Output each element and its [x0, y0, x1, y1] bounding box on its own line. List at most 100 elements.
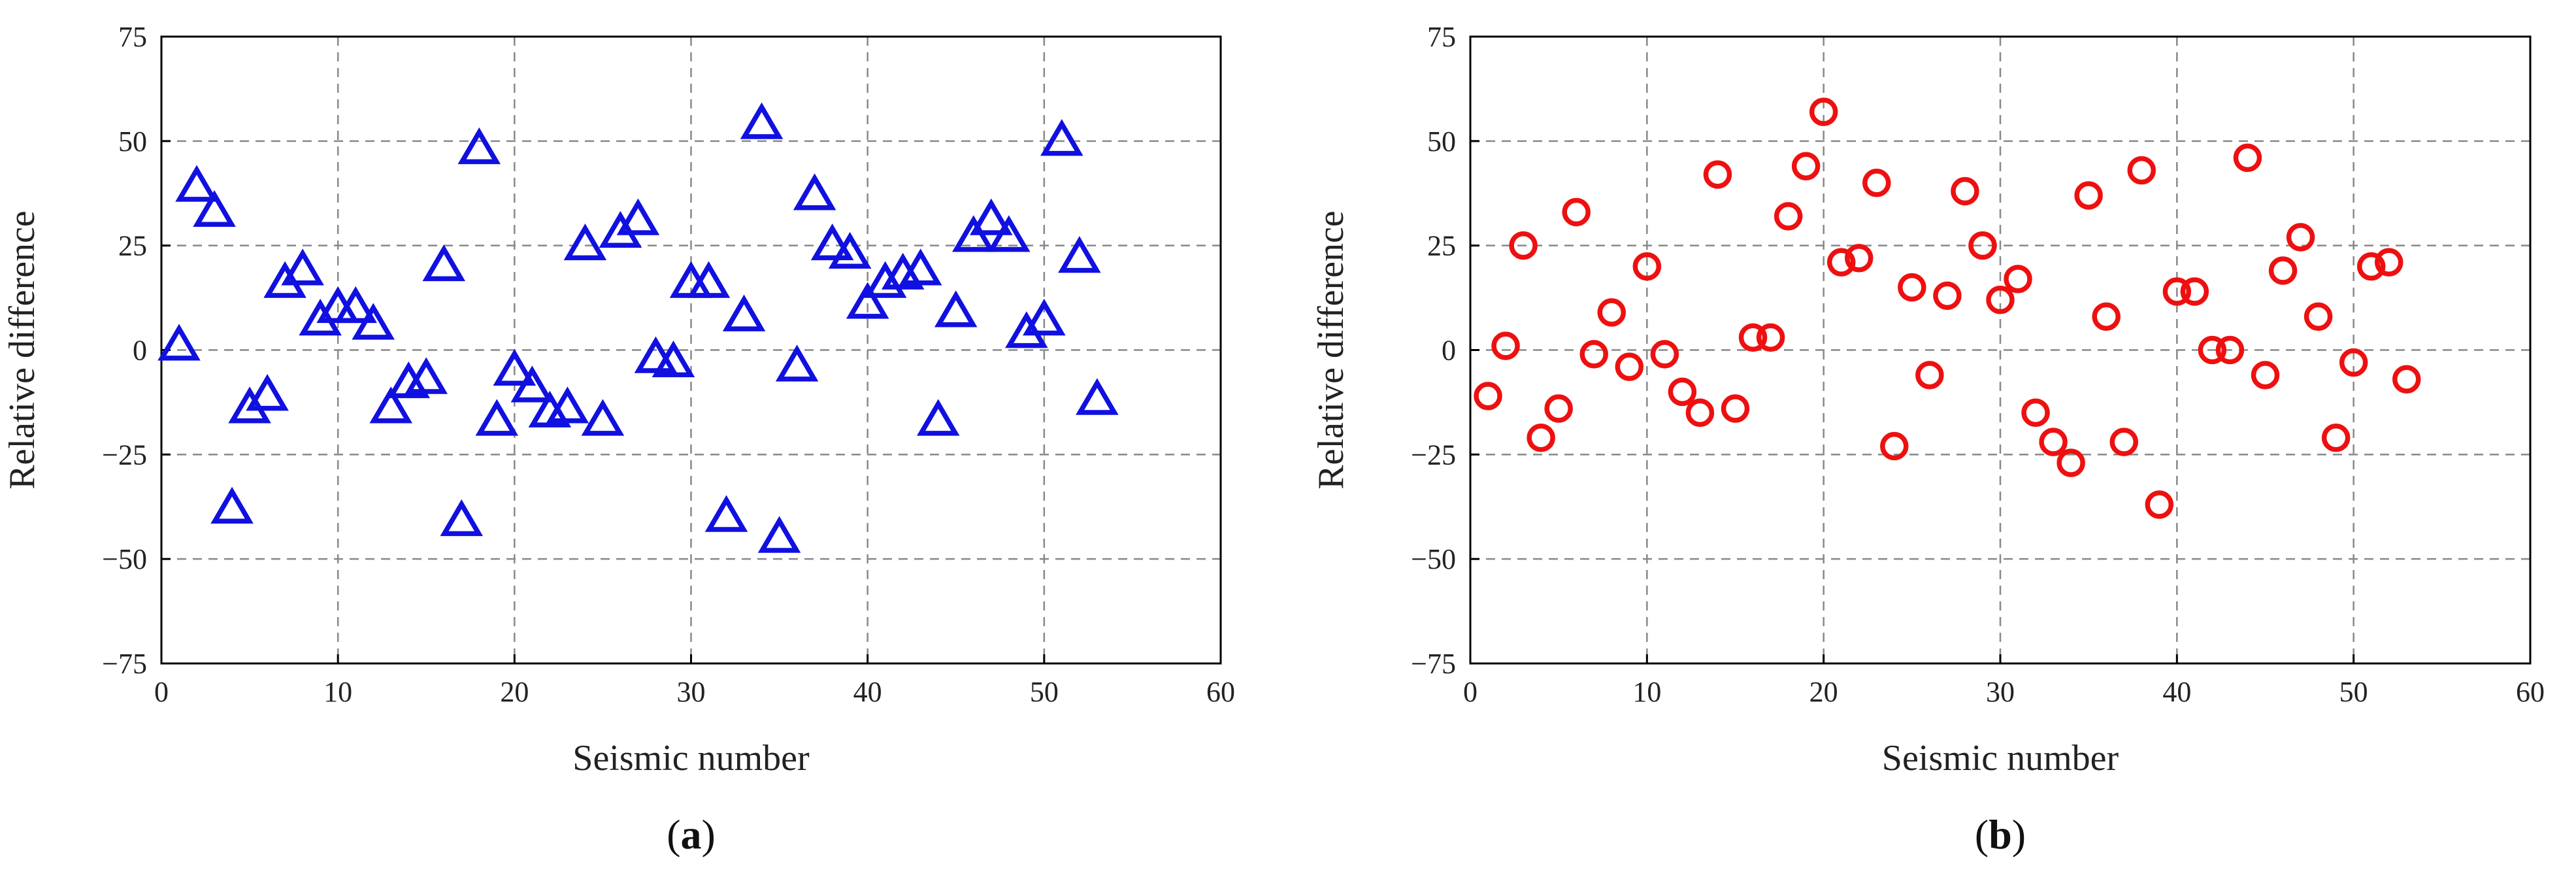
circle-point [1650, 340, 1679, 369]
triangle-point [740, 102, 784, 139]
circle-point [1579, 340, 1608, 369]
circle-point [1685, 398, 1715, 427]
circle-point [1862, 169, 1891, 197]
circle-point [1668, 377, 1697, 407]
triangle-point [687, 261, 731, 298]
y-tick-label: 0 [1442, 335, 1456, 367]
circle-point [1986, 286, 2015, 314]
triangle-point [863, 261, 907, 298]
circle-point [2074, 181, 2103, 210]
circle-point [2145, 490, 2174, 519]
x-tick-label: 50 [2339, 676, 2368, 708]
triangle-point [652, 340, 695, 378]
panel-label: (a) [667, 811, 716, 858]
circle-point [2339, 348, 2368, 377]
triangle-point [1040, 119, 1083, 156]
x-tick-label: 60 [2516, 676, 2545, 708]
triangle-point [722, 294, 766, 331]
x-tick-label: 30 [1986, 676, 2015, 708]
y-tick-label: 50 [118, 126, 147, 158]
circle-point [1826, 248, 1856, 276]
circle-point [1597, 298, 1627, 327]
circle-point [1844, 244, 1874, 273]
circle-point [2215, 335, 2245, 365]
triangle-point [793, 173, 836, 210]
circle-point [1703, 160, 1732, 189]
triangle-point [828, 231, 872, 269]
triangle-point [475, 399, 519, 436]
y-axis-label: Relative difference [1311, 210, 1351, 490]
circle-point [1721, 394, 1750, 423]
triangle-point [757, 516, 801, 553]
x-tick-label: 0 [154, 676, 169, 708]
triangle-point [546, 386, 589, 424]
circle-point [1615, 352, 1644, 381]
triangle-point [457, 127, 501, 165]
triangle-point [775, 344, 819, 382]
circle-point [1774, 202, 1803, 231]
circle-point [2180, 277, 2209, 306]
triangle-point [422, 244, 466, 282]
circle-point [1933, 281, 1962, 310]
x-tick-label: 10 [323, 676, 352, 708]
circle-point [2268, 256, 2298, 285]
y-tick-label: −75 [102, 648, 147, 680]
panel-a: 0 10 20 30 40 50 60 75 50 25 0 −25 −50 −75 Seismic num… [2, 21, 1235, 858]
triangle-point [281, 248, 324, 286]
circle-point [1544, 394, 1573, 423]
triangle-point [175, 165, 218, 202]
circle-point [1898, 273, 1926, 302]
circle-point [2321, 424, 2351, 452]
circle-point [1791, 152, 1821, 180]
triangle-point [987, 215, 1031, 252]
circle-point [2233, 143, 2262, 173]
circle-point [1880, 431, 1909, 461]
circle-point [1915, 361, 1944, 390]
y-tick-label: 50 [1427, 126, 1456, 158]
circle-point [2127, 156, 2156, 185]
triangle-point [157, 324, 201, 361]
circle-point [2056, 448, 2085, 477]
triangle-point [846, 282, 889, 319]
triangle-point [616, 198, 660, 235]
circle-point [1632, 252, 1662, 281]
x-axis-label: Seismic number [1882, 738, 2119, 778]
triangle-point [493, 348, 537, 386]
x-tick-label: 0 [1463, 676, 1478, 708]
triangle-point [970, 198, 1013, 235]
triangle-point [210, 486, 254, 524]
triangle-point [246, 374, 289, 411]
circle-point [2162, 277, 2192, 306]
circle-point [1756, 323, 1785, 352]
panel-label: (b) [1975, 811, 2026, 858]
triangle-point [334, 286, 377, 324]
y-tick-label: −50 [1411, 543, 1456, 575]
y-tick-label: −75 [1411, 648, 1456, 680]
circle-point [2109, 427, 2138, 456]
triangle-point [440, 499, 484, 537]
y-tick-label: 0 [133, 335, 147, 367]
y-tick-label: 75 [118, 21, 147, 53]
circle-point [1968, 231, 1997, 260]
circle-point [1491, 331, 1520, 360]
panel-b: 0 10 20 30 40 50 60 75 50 25 0 −25 −50 −75 Seismic num… [1311, 21, 2545, 858]
circle-point [2004, 265, 2032, 293]
y-tick-label: 25 [118, 230, 147, 262]
triangle-point [510, 365, 554, 403]
y-tick-label: 25 [1427, 230, 1456, 262]
triangle-point [899, 248, 942, 286]
circle-point [2286, 223, 2315, 252]
triangle-point [1058, 236, 1101, 273]
circle-point [2198, 335, 2227, 365]
circle-point [1527, 424, 1555, 452]
x-tick-label: 50 [1030, 676, 1059, 708]
circle-point [2021, 398, 2050, 427]
y-tick-label: 75 [1427, 21, 1456, 53]
circle-point [1509, 231, 1538, 260]
x-tick-label: 40 [853, 676, 882, 708]
triangle-point [352, 303, 395, 340]
triangle-point [581, 399, 625, 436]
y-tick-label: −50 [102, 543, 147, 575]
y-tick-label: −25 [102, 439, 147, 471]
y-tick-label: −25 [1411, 439, 1456, 471]
